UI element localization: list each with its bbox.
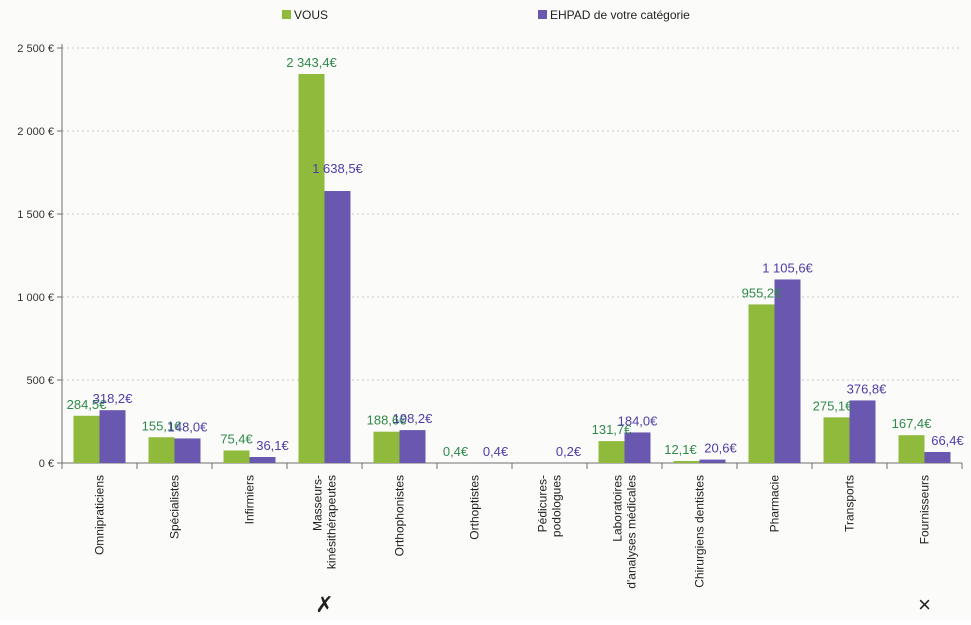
- category-label: Orthophonistes: [393, 475, 407, 556]
- data-label-ehpad: 20,6€: [704, 441, 737, 456]
- y-tick-label: 2 000 €: [17, 126, 54, 138]
- bar-vous: [149, 437, 175, 463]
- data-label-ehpad: 36,1€: [256, 438, 289, 453]
- y-tick-label: 500 €: [26, 375, 54, 387]
- data-label-ehpad: 184,0€: [618, 413, 659, 428]
- bar-vous: [899, 435, 925, 463]
- handwritten-cross-mark: ×: [918, 592, 931, 617]
- data-label-ehpad: 0,4€: [483, 444, 509, 459]
- category-label: d'analyses médicales: [625, 475, 639, 589]
- legend-label: VOUS: [294, 8, 328, 22]
- data-label-vous: 0,4€: [443, 444, 469, 459]
- y-tick-label: 2 500 €: [17, 43, 54, 55]
- category-label: Laboratoires: [611, 475, 625, 542]
- bar-ehpad: [925, 452, 951, 463]
- y-tick-label: 1 000 €: [17, 292, 54, 304]
- category-label: Fournisseurs: [918, 475, 932, 544]
- category-label: Infirmiers: [243, 475, 257, 524]
- data-label-vous: 275,1€: [813, 398, 854, 413]
- bar-vous: [374, 432, 400, 463]
- data-label-ehpad: 1 105,6€: [762, 260, 813, 275]
- data-label-ehpad: 0,2€: [556, 444, 582, 459]
- data-label-ehpad: 376,8€: [847, 381, 888, 396]
- category-label: Spécialistes: [168, 475, 182, 539]
- legend-swatch: [538, 10, 547, 19]
- category-label: Chirurgiens dentistes: [693, 475, 707, 588]
- legend-swatch: [282, 10, 291, 19]
- legend-label: EHPAD de votre catégorie: [550, 8, 690, 22]
- bar-ehpad: [175, 438, 201, 463]
- y-tick-label: 1 500 €: [17, 209, 54, 221]
- category-label: podologues: [550, 475, 564, 537]
- bar-ehpad: [325, 191, 351, 463]
- category-label: Omnipraticiens: [93, 475, 107, 555]
- category-label: Masseurs-: [311, 475, 325, 531]
- bar-ehpad: [775, 279, 801, 463]
- bar-vous: [824, 417, 850, 463]
- data-label-ehpad: 198,2€: [393, 411, 434, 426]
- data-label-ehpad: 318,2€: [93, 391, 134, 406]
- data-label-vous: 12,1€: [664, 442, 697, 457]
- data-label-ehpad: 148,0€: [168, 419, 209, 434]
- bar-vous: [599, 441, 625, 463]
- data-label-ehpad: 1 638,5€: [312, 161, 363, 176]
- data-label-vous: 955,2€: [742, 285, 783, 300]
- data-label-ehpad: 66,4€: [931, 433, 964, 448]
- handwritten-cross-mark: ✗: [315, 592, 333, 617]
- data-label-vous: 75,4€: [220, 431, 253, 446]
- bar-vous: [749, 304, 775, 463]
- bar-ehpad: [400, 430, 426, 463]
- data-label-vous: 2 343,4€: [286, 55, 337, 70]
- bar-ehpad: [100, 410, 126, 463]
- y-tick-label: 0 €: [39, 458, 54, 470]
- category-label: Orthoptistes: [468, 475, 482, 540]
- bar-ehpad: [700, 460, 726, 463]
- data-label-vous: 167,4€: [892, 416, 933, 431]
- category-label: Transports: [843, 475, 857, 532]
- bar-vous: [74, 416, 100, 463]
- bar-vous: [299, 74, 325, 463]
- bar-ehpad: [250, 457, 276, 463]
- category-label: Pédicures-: [536, 475, 550, 532]
- category-label: kinésithérapeutes: [325, 475, 339, 569]
- category-label: Pharmacie: [768, 475, 782, 533]
- bar-vous: [674, 461, 700, 463]
- bar-ehpad: [850, 400, 876, 463]
- bar-vous: [224, 450, 250, 463]
